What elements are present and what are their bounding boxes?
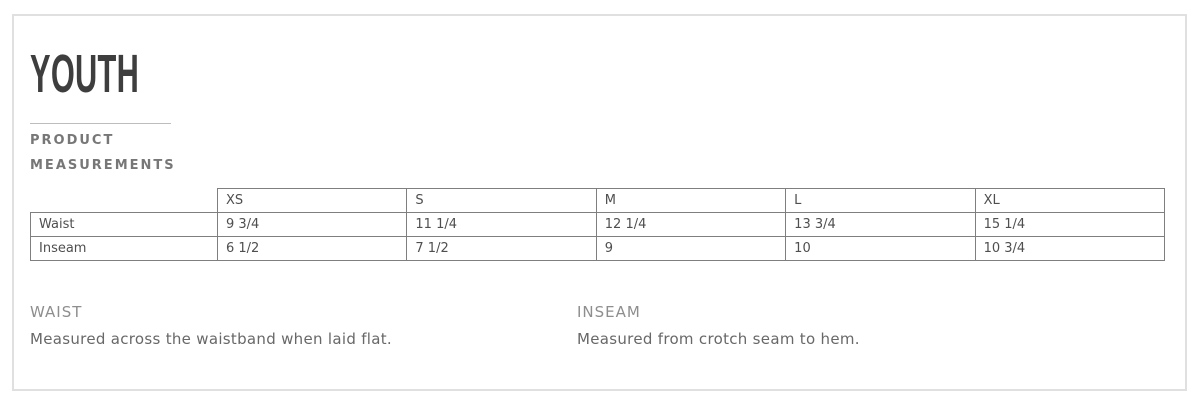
- divider-line: [30, 123, 171, 124]
- size-column-header: XS: [216, 188, 408, 213]
- size-guide-panel: YOUTH PRODUCT MEASUREMENTS XS S M L XL Waist 9…: [12, 14, 1187, 391]
- measurement-value-cell: 15 1/4: [974, 212, 1166, 237]
- measurement-value-cell: 12 1/4: [595, 212, 787, 237]
- measurements-table: XS S M L XL Waist 9 3/4 11 1/4 12 1/4 13 3/4 15 1/…: [30, 188, 1166, 261]
- definition-description: Measured across the waistband when laid …: [30, 330, 392, 348]
- size-column-header: S: [406, 188, 597, 213]
- size-column-header: XL: [974, 188, 1166, 213]
- measurement-value-cell: 9 3/4: [216, 212, 408, 237]
- table-header-row: XS S M L XL: [31, 188, 1166, 213]
- section-heading-line2: MEASUREMENTS: [30, 158, 176, 173]
- page-title: YOUTH: [30, 44, 140, 104]
- section-heading: PRODUCT MEASUREMENTS: [30, 128, 176, 178]
- definition-term: INSEAM: [577, 303, 641, 321]
- measurement-value-cell: 7 1/2: [406, 236, 597, 261]
- size-column-header: M: [595, 188, 787, 213]
- table-corner-cell: [31, 189, 218, 213]
- measurement-row-label: Inseam: [30, 236, 218, 261]
- definition-term: WAIST: [30, 303, 83, 321]
- measurement-value-cell: 10: [785, 236, 976, 261]
- definition-waist: WAIST Measured across the waistband when…: [30, 303, 392, 348]
- measurement-value-cell: 6 1/2: [216, 236, 408, 261]
- measurement-value-cell: 10 3/4: [974, 236, 1166, 261]
- definition-description: Measured from crotch seam to hem.: [577, 330, 860, 348]
- measurement-row-label: Waist: [30, 212, 218, 237]
- definition-inseam: INSEAM Measured from crotch seam to hem.: [577, 303, 860, 348]
- section-heading-line1: PRODUCT: [30, 133, 115, 148]
- size-column-header: L: [785, 188, 976, 213]
- table-row: Waist 9 3/4 11 1/4 12 1/4 13 3/4 15 1/4: [30, 212, 1166, 237]
- measurement-value-cell: 13 3/4: [785, 212, 976, 237]
- measurement-value-cell: 11 1/4: [406, 212, 597, 237]
- measurement-value-cell: 9: [595, 236, 787, 261]
- table-row: Inseam 6 1/2 7 1/2 9 10 10 3/4: [30, 236, 1166, 261]
